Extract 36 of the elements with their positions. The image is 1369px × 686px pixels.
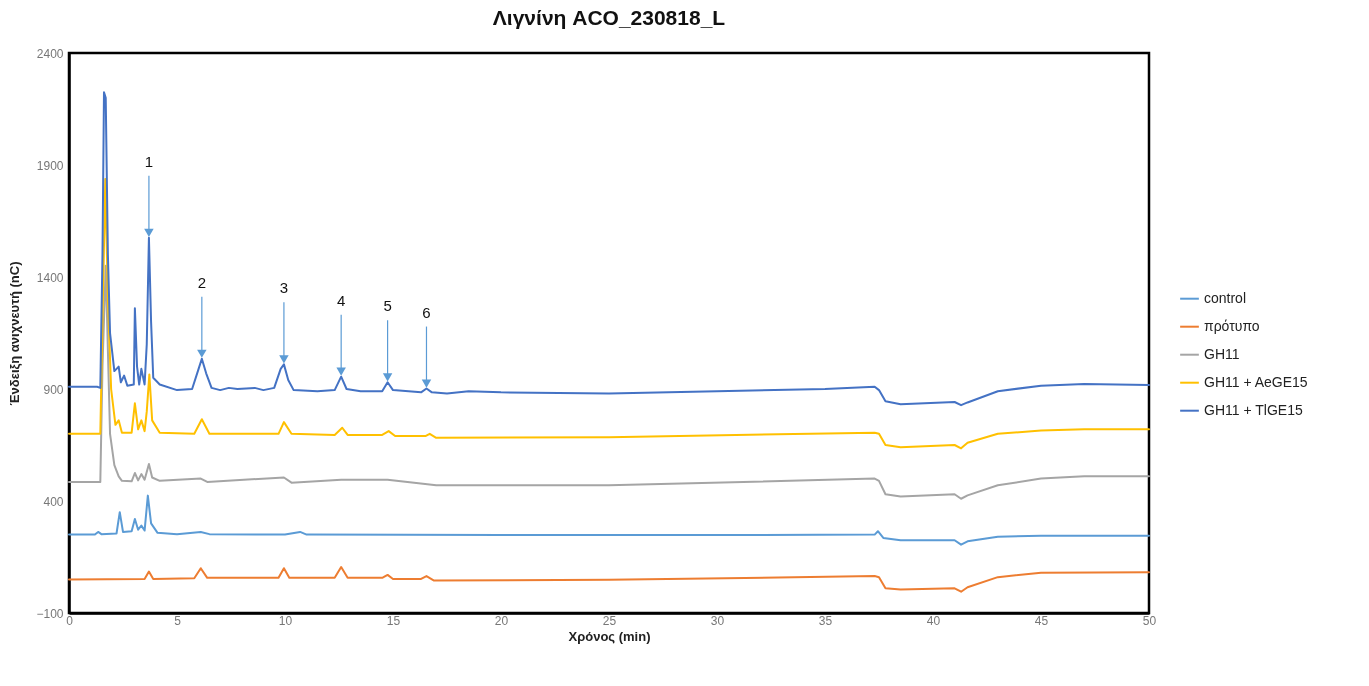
y-tick-label: 400 bbox=[43, 494, 64, 509]
annotation: 4 bbox=[336, 291, 346, 309]
y-tick-label: 900 bbox=[43, 382, 64, 397]
legend-label: GH11 bbox=[1204, 345, 1240, 362]
x-tick-label: 25 bbox=[602, 613, 617, 628]
x-tick-label: 45 bbox=[1034, 613, 1049, 628]
y-tick-label: −100 bbox=[36, 606, 64, 621]
annotation: 6 bbox=[422, 303, 431, 321]
legend-label: πρότυπο bbox=[1204, 317, 1260, 334]
legend-label: GH11 + AeGE15 bbox=[1204, 373, 1308, 390]
x-tick-label: 15 bbox=[386, 613, 401, 628]
annotation: 3 bbox=[279, 279, 289, 297]
annotation: 2 bbox=[197, 273, 207, 291]
line-series bbox=[68, 91, 1150, 407]
x-axis-title: Χρόνος (min) bbox=[568, 628, 651, 644]
x-tick-label: 30 bbox=[710, 613, 725, 628]
y-axis-title: Ένδειξη ανιχνευτή (nC) bbox=[7, 261, 23, 406]
legend-label: GH11 + TlGE15 bbox=[1204, 401, 1303, 418]
chart-title: Λιγνίνη ACO_230818_L bbox=[492, 6, 726, 29]
x-tick-label: 0 bbox=[66, 613, 74, 628]
x-tick-label: 10 bbox=[278, 613, 293, 628]
annotation: 1 bbox=[144, 152, 154, 170]
y-tick-label: 1900 bbox=[36, 158, 64, 173]
annotation: 5 bbox=[383, 297, 392, 315]
legend-label: control bbox=[1204, 289, 1247, 306]
x-tick-label: 5 bbox=[174, 613, 182, 628]
y-tick-label: 2400 bbox=[36, 46, 64, 61]
line-series bbox=[68, 566, 1150, 593]
x-tick-label: 35 bbox=[818, 613, 833, 628]
x-tick-label: 50 bbox=[1142, 613, 1157, 628]
line-series bbox=[68, 494, 1150, 546]
x-tick-label: 40 bbox=[926, 613, 941, 628]
y-tick-label: 1400 bbox=[36, 270, 64, 285]
line-series bbox=[68, 177, 1150, 450]
x-tick-label: 20 bbox=[494, 613, 509, 628]
line-series bbox=[68, 264, 1150, 500]
